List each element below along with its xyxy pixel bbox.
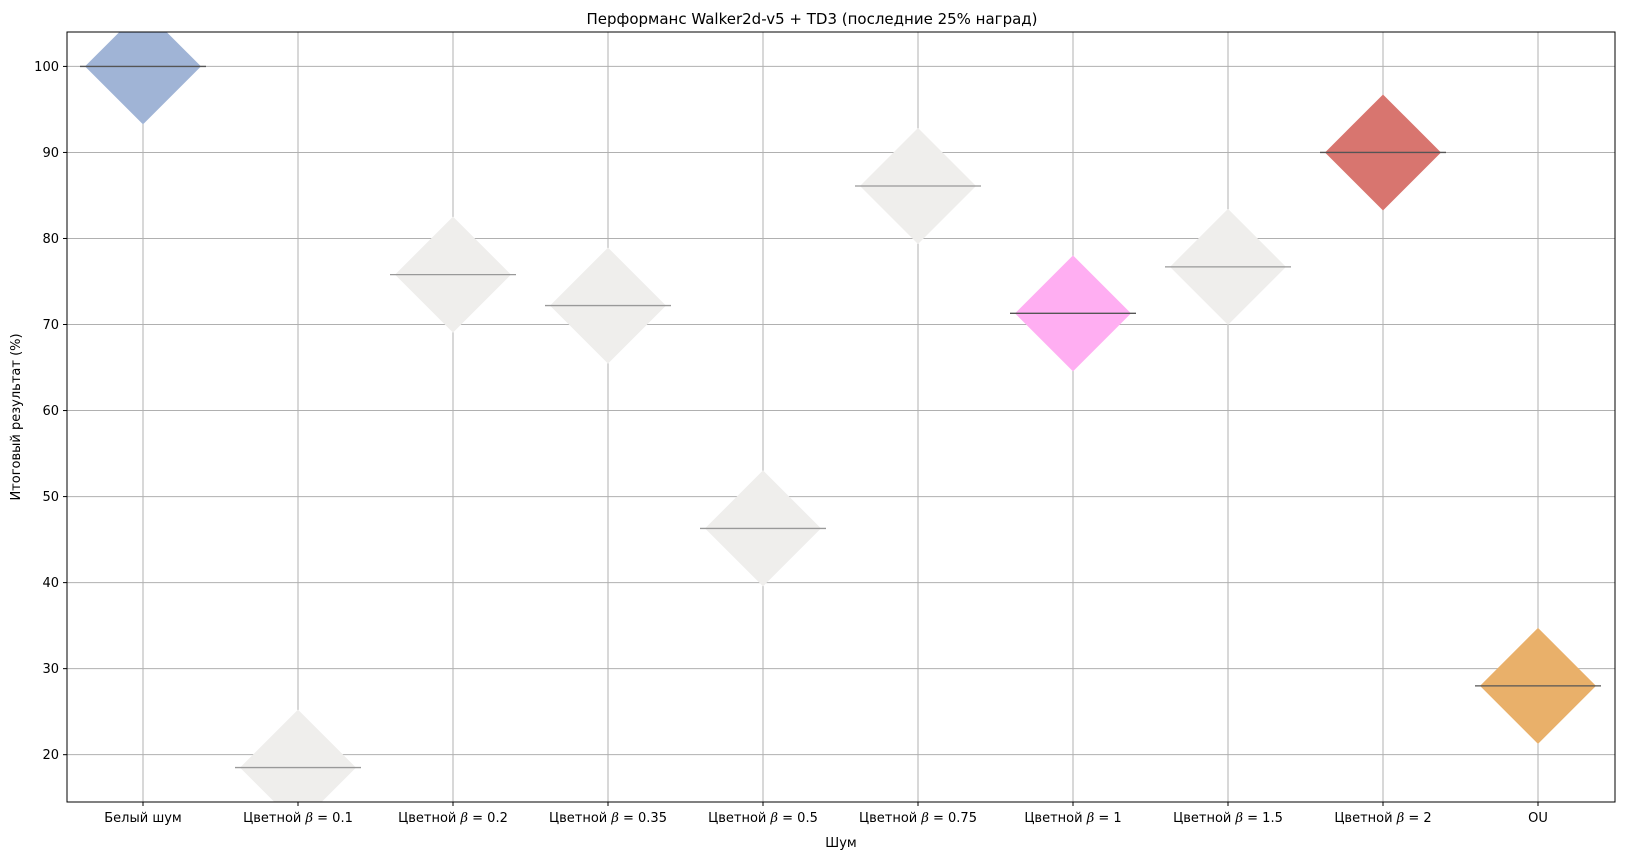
data-point-diamond [240, 709, 356, 802]
x-axis-ticks: Белый шум Цветной β = 0.1 Цветной β = 0.2 Ц… [104, 802, 1548, 826]
x-tick-label: Цветной β = 0.75 [859, 811, 977, 826]
x-tick-label: OU [1528, 811, 1548, 826]
x-tick-label: Цветной β = 0.35 [549, 811, 667, 826]
x-tick-label: Белый шум [104, 811, 181, 826]
x-tick-label: Цветной β = 1 [1024, 811, 1121, 826]
x-tick-label: Цветной β = 1.5 [1173, 811, 1283, 826]
y-tick-label: 100 [34, 60, 59, 75]
x-tick-label: Цветной β = 0.5 [708, 811, 818, 826]
y-axis-ticks: 20 30 40 50 60 70 80 90 100 [34, 60, 67, 763]
x-tick-label: Цветной β = 2 [1334, 811, 1431, 826]
y-tick-label: 70 [42, 318, 59, 333]
y-tick-label: 90 [42, 146, 59, 161]
data-point-diamond [85, 32, 201, 125]
y-axis-label: Итоговый результат (%) [9, 333, 24, 500]
y-tick-label: 20 [42, 748, 59, 763]
x-axis-label: Шум [825, 836, 856, 851]
plot-frame [66, 31, 1616, 803]
y-tick-label: 60 [42, 404, 59, 419]
x-tick-label: Цветной β = 0.2 [398, 811, 508, 826]
y-tick-label: 80 [42, 232, 59, 247]
data-marks [80, 32, 1601, 802]
chart-title: Перформанс Walker2d-v5 + TD3 (последние … [586, 10, 1037, 28]
y-tick-label: 50 [42, 490, 59, 505]
y-tick-label: 30 [42, 662, 59, 677]
y-tick-label: 40 [42, 576, 59, 591]
x-grid [142, 32, 1539, 802]
x-tick-label: Цветной β = 0.1 [243, 811, 353, 826]
